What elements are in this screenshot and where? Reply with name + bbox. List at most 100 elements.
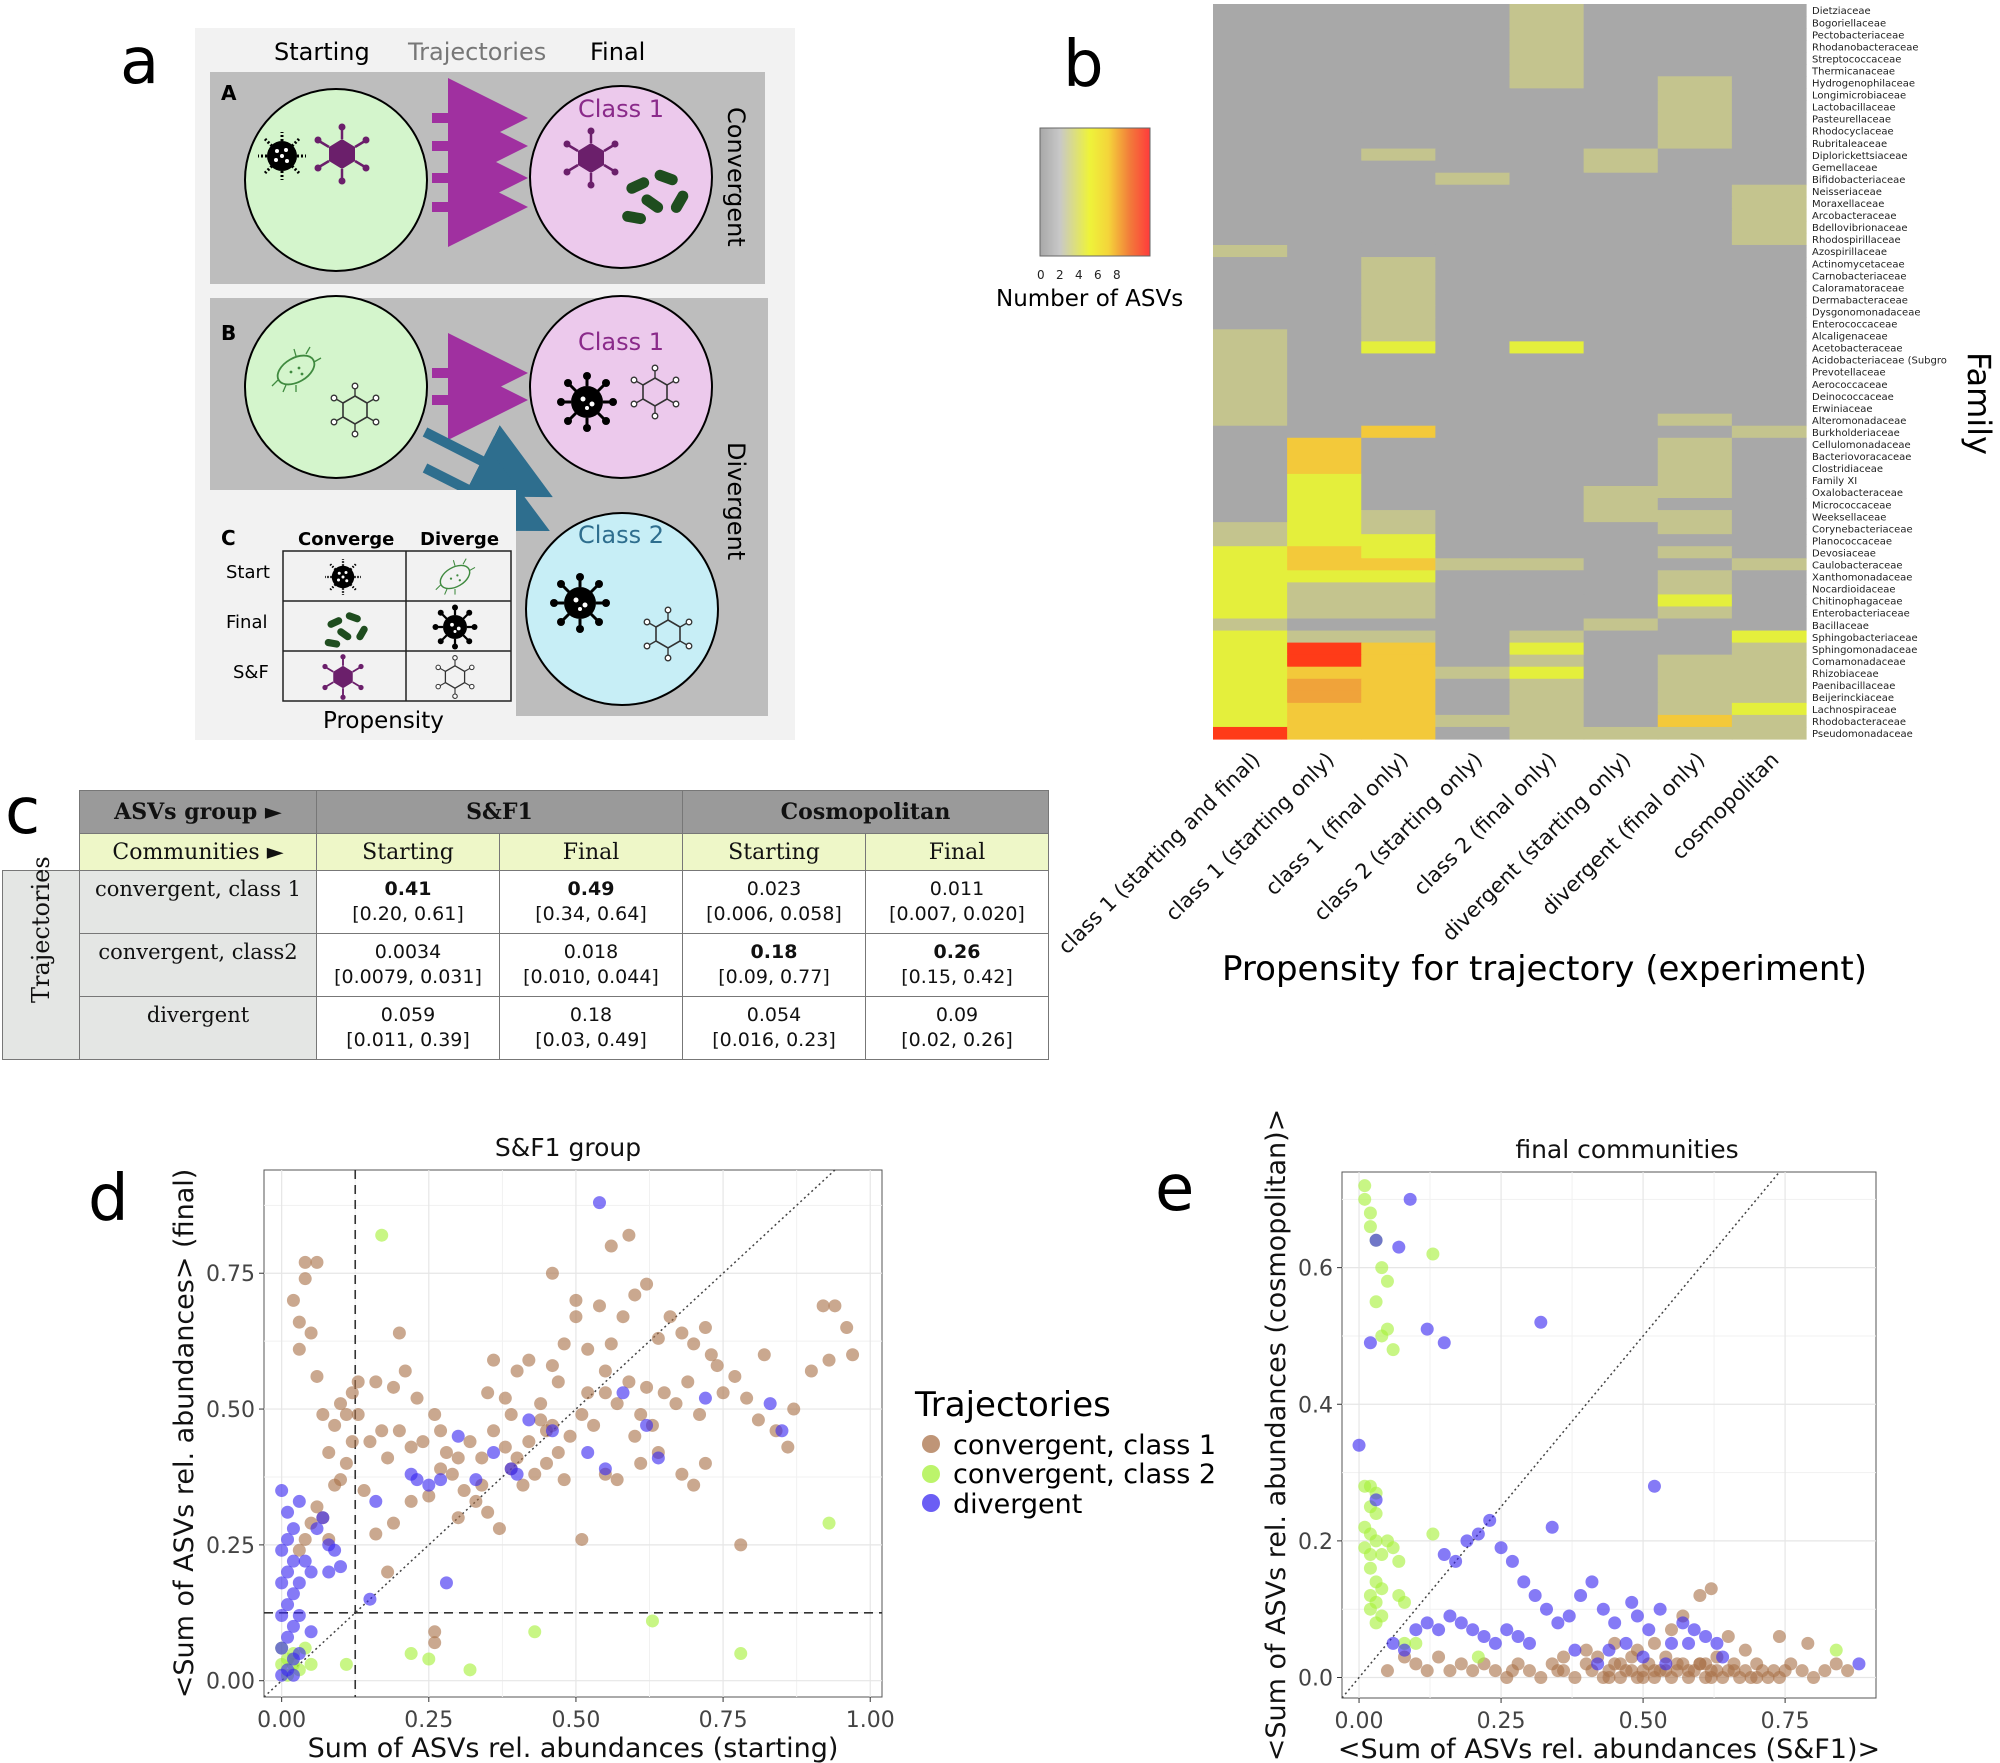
family-label: Clostridiaceae xyxy=(1812,464,1883,475)
heatmap-cell xyxy=(1287,52,1362,65)
data-point xyxy=(698,1321,712,1335)
data-point xyxy=(1488,1636,1502,1650)
data-point xyxy=(622,1228,636,1242)
data-point xyxy=(434,1424,448,1438)
data-point xyxy=(381,1565,395,1579)
x-tick-label: 0.25 xyxy=(404,1708,453,1733)
family-label: Caloramatoraceae xyxy=(1812,283,1904,294)
data-point xyxy=(1710,1636,1724,1650)
data-point xyxy=(1699,1630,1713,1644)
heatmap-cell xyxy=(1509,172,1585,186)
heatmap-cell xyxy=(1213,208,1288,222)
data-point xyxy=(675,1467,689,1481)
data-point xyxy=(304,1326,318,1340)
family-label: Pseudomonadaceae xyxy=(1812,729,1913,740)
scatter-plot-e: 0.00 0.25 0.50 0.75 0.0 0.2 0.4 0.6 final commun… xyxy=(1261,1109,1880,1763)
heatmap-cell xyxy=(1731,281,1807,294)
table-side-header: Trajectories xyxy=(2,856,80,1060)
heatmap-cell xyxy=(1287,606,1362,620)
heatmap-cell xyxy=(1435,546,1511,559)
data-point xyxy=(1670,1657,1684,1671)
x-tick-label: 0.00 xyxy=(257,1708,306,1733)
heatmap-cell xyxy=(1213,52,1288,65)
heatmap-cell xyxy=(1213,618,1288,632)
heatmap-cell xyxy=(1435,534,1511,547)
heatmap-cell xyxy=(1731,16,1807,29)
y-tick-label: 0.25 xyxy=(206,1534,255,1559)
heatmap-cell xyxy=(1287,498,1362,511)
heatmap-cell xyxy=(1731,678,1807,692)
heatmap-cell xyxy=(1361,461,1436,475)
family-label: Rhizobiaceae xyxy=(1812,669,1879,680)
data-point xyxy=(292,1494,306,1508)
heatmap-cell xyxy=(1213,582,1288,596)
data-point xyxy=(1363,1548,1377,1562)
heatmap-cell xyxy=(1213,184,1288,198)
data-point xyxy=(281,1565,295,1579)
data-point xyxy=(322,1446,336,1460)
cell-ci: [0.15, 0.42] xyxy=(901,966,1013,988)
heatmap-cell xyxy=(1509,558,1585,571)
heatmap-cell xyxy=(1583,353,1659,367)
y-axis-label: <Sum of ASVs rel. abundances> (final) xyxy=(169,1169,200,1699)
heatmap-cell xyxy=(1657,449,1733,463)
header-trajectories: Trajectories xyxy=(407,38,546,66)
heatmap-cell xyxy=(1361,702,1436,716)
heatmap-cell xyxy=(1583,317,1659,330)
heatmap-cell xyxy=(1361,606,1436,620)
heatmap-cell xyxy=(1731,40,1807,53)
heatmap-cell xyxy=(1213,401,1288,415)
heatmap-cell xyxy=(1657,196,1733,210)
data-point xyxy=(463,1435,477,1449)
heatmap-cell xyxy=(1213,678,1288,692)
family-label: Lachnospiraceae xyxy=(1812,705,1897,716)
heatmap-cell xyxy=(1509,618,1585,632)
x-tick-label: 0.50 xyxy=(1619,1709,1668,1734)
data-point xyxy=(1397,1595,1411,1609)
table-header-communities: Communities ► xyxy=(79,833,317,871)
heatmap-cell xyxy=(1657,570,1733,583)
data-point xyxy=(1352,1438,1366,1452)
heatmap-column-labels: class 1 (starting and final)class 1 (sta… xyxy=(1053,748,1783,959)
data-point xyxy=(410,1473,424,1487)
heatmap-cell xyxy=(1731,112,1807,126)
heatmap-cell xyxy=(1435,136,1511,150)
heatmap-cell xyxy=(1657,76,1733,89)
data-point xyxy=(657,1386,671,1400)
heatmap-cell xyxy=(1731,546,1807,559)
heatmap-cell xyxy=(1583,281,1659,294)
data-point xyxy=(734,1538,748,1552)
data-point xyxy=(1704,1582,1718,1596)
family-label: Streptococcaceae xyxy=(1812,54,1901,65)
data-point xyxy=(540,1456,554,1470)
heatmap-cell xyxy=(1509,148,1585,162)
data-point xyxy=(275,1641,289,1655)
heatmap-cell xyxy=(1213,377,1288,391)
legend-label: convergent, class 1 xyxy=(953,1430,1216,1461)
family-label: Bacteriovoracaceae xyxy=(1812,452,1911,463)
data-point xyxy=(581,1386,595,1400)
data-point xyxy=(604,1239,618,1253)
data-point xyxy=(1505,1554,1519,1568)
heatmap-cell xyxy=(1731,28,1807,41)
heatmap-cell xyxy=(1509,184,1585,198)
heatmap-cell xyxy=(1583,498,1659,511)
data-point xyxy=(275,1609,289,1623)
data-point xyxy=(381,1451,395,1465)
heatmap-cell xyxy=(1213,293,1288,306)
panel-letter-b: b xyxy=(1063,28,1104,102)
x-tick-label: 1.00 xyxy=(846,1708,895,1733)
heatmap-cell xyxy=(1213,425,1288,439)
data-point xyxy=(1409,1623,1423,1637)
family-label: Alcaligenaceae xyxy=(1812,332,1888,343)
heatmap-cell xyxy=(1731,88,1807,101)
heatmap-cell xyxy=(1213,100,1288,114)
data-point xyxy=(1551,1616,1565,1630)
data-point xyxy=(404,1647,418,1661)
heatmap-cell xyxy=(1731,4,1807,17)
table-header-cosmo: Cosmopolitan xyxy=(682,790,1049,834)
data-point xyxy=(369,1375,383,1389)
heatmap-cell xyxy=(1509,232,1585,246)
heatmap-cell xyxy=(1435,220,1511,234)
data-point xyxy=(339,1407,353,1421)
